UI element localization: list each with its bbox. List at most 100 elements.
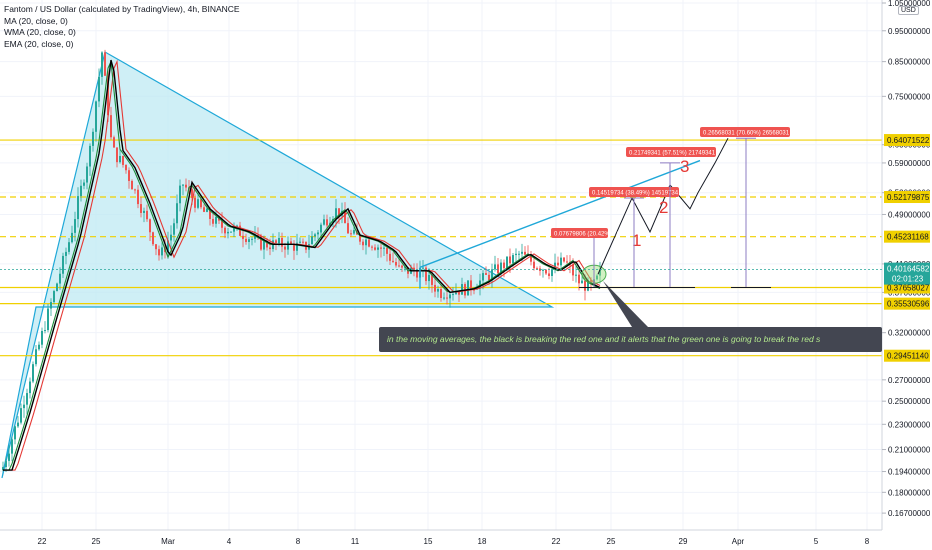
candle-body [296,242,298,251]
grid [0,0,882,530]
candle-body [440,288,442,298]
candle-body [230,231,232,233]
target-label: 0.26568031 (70.60%) 26568031 [703,131,790,137]
candle-body [251,238,253,240]
current-price-tag [884,262,930,285]
candle-body [2,467,4,471]
candle-body [584,280,586,291]
candle-body [362,241,364,246]
price-tick-label: 0.49000000 [888,210,931,219]
currency-badge[interactable]: USD [898,6,919,15]
price-tick-label: 0.85000000 [888,58,931,67]
candle-body [65,251,67,256]
annotation-pointer [603,281,648,327]
candle-body [167,240,169,253]
time-tick-label: 22 [552,537,561,546]
time-tick-label: 15 [424,537,433,546]
candle-body [68,242,70,252]
candle-body [398,265,400,267]
candle-body [314,234,316,237]
moving-averages [3,59,601,471]
candle-body [203,207,205,212]
candle-body [566,261,568,263]
level-price-label: 0.35530596 [887,300,930,309]
candle-body [386,247,388,254]
candle-body [320,224,322,233]
candle-body [311,236,313,245]
candle-body [578,274,580,284]
candle-body [377,247,379,250]
candle-body [452,294,454,296]
time-tick-label: 8 [865,537,870,546]
candle-body [530,255,532,262]
time-tick-label: 22 [38,537,47,546]
time-axis-bg [0,530,932,550]
level-price-tag [884,349,930,362]
annotation-note[interactable]: in the moving averages, the black is bre… [379,327,882,352]
candle-body [242,235,244,239]
candle-body [458,291,460,295]
candle-body [179,185,181,204]
candle-body [353,230,355,234]
level-price-tag [884,230,930,243]
candle-body [521,251,523,254]
candle-body [158,249,160,256]
triangle-shape [1,51,555,479]
level-price-label: 0.37658027 [887,284,930,293]
candle-body [38,344,40,350]
level-price-tag [884,134,930,147]
candle-body [221,220,223,228]
level-price-tag [884,191,930,204]
candle-body [140,204,142,213]
candle-body [194,197,196,208]
candle-body [542,269,544,271]
candle-body [8,453,10,461]
candle-body [275,240,277,244]
time-tick-label: 25 [607,537,616,546]
candle-body [197,199,199,208]
candle-body [59,273,61,284]
candle-body [248,239,250,242]
price-tick-label: 0.23000000 [888,420,931,429]
level-price-label: 0.52179875 [887,193,930,202]
candle-body [71,232,73,243]
candle-body [347,223,349,234]
candle-body [470,280,472,290]
target-label-box [626,147,716,157]
candle-body [431,274,433,285]
candle-body [560,257,562,266]
candle-body [266,241,268,248]
candle-body [425,267,427,282]
candle-body [107,75,109,116]
current-price-label: 0.40164582 [887,265,930,274]
candle-body [350,233,352,235]
candle-body [137,189,139,205]
candle-body [509,256,511,264]
candle-body [56,283,58,292]
candle-body [383,247,385,249]
candle-body [545,269,547,274]
target-marker: 3 [680,157,689,176]
candle-body [260,235,262,250]
candle-body [257,235,259,237]
candle-body [434,284,436,292]
candle-body [533,261,535,269]
candle-body [41,330,43,345]
target-label: 0.07679806 (20.42%) 7679806 [554,232,637,238]
price-axis: 0.16700000 0.18000000 0.19400000 0.21000000… [0,0,932,530]
candle-body [443,297,445,299]
price-tick-label: 0.25000000 [888,397,931,406]
candle-body [515,253,517,256]
ma-line-3 [3,59,601,471]
price-tick-label: 0.18000000 [888,488,931,497]
candle-body [89,145,91,167]
time-axis: 22 25 Mar 4 8 11 15 18 22 25 29 Apr 5 8 [0,529,932,550]
time-tick-label: Apr [732,537,745,546]
candle-body [155,244,157,250]
candle-body [497,264,499,274]
candle-body [86,166,88,183]
time-tick-label: Mar [161,537,175,546]
candle-body [122,156,124,165]
candle-body [134,189,136,191]
